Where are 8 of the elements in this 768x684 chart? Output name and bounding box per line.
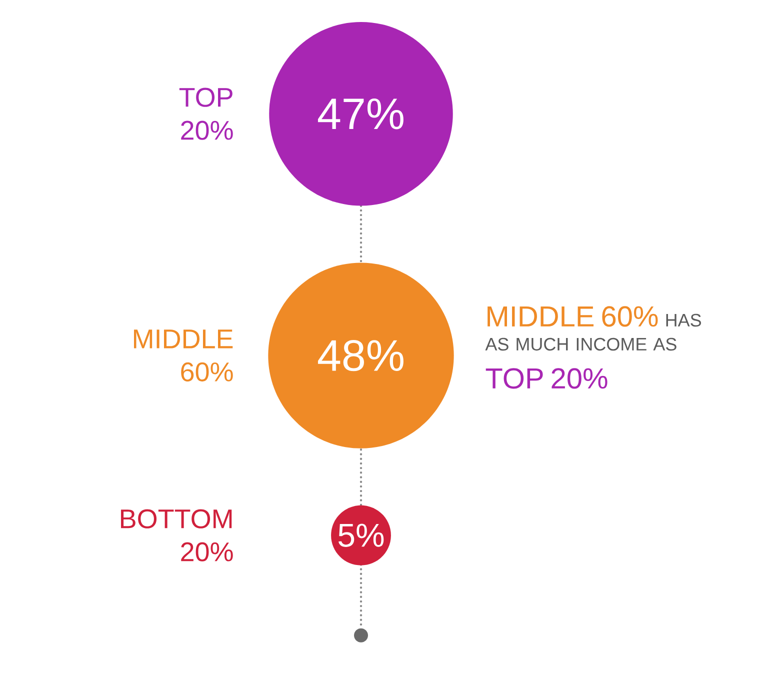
category-label: TOP 20% — [179, 88, 233, 140]
text: TOP 20% — [486, 368, 608, 389]
data-label: 48% — [318, 340, 404, 372]
text: MIDDLE 60% — [488, 306, 658, 327]
data-label: 5% — [338, 524, 384, 547]
category-label: BOTTOM 20% — [121, 509, 233, 562]
category-label: MIDDLE 60% — [134, 330, 233, 382]
data-label: 47% — [318, 98, 404, 130]
